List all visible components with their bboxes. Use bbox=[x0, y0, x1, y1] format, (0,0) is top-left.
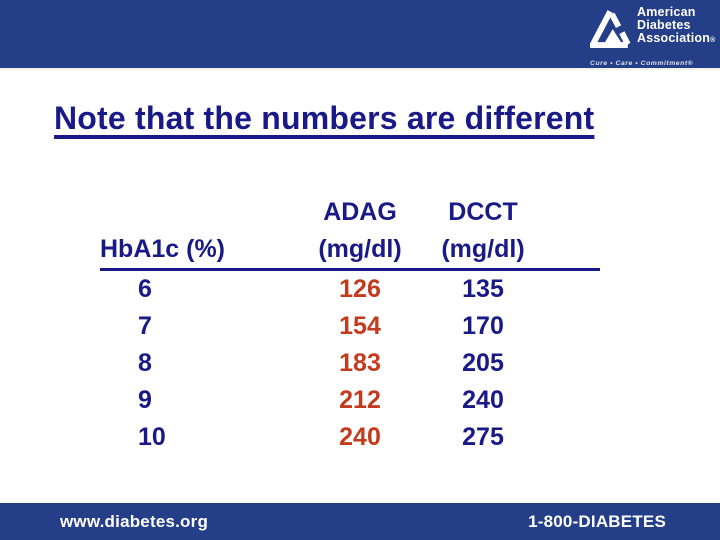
conversion-table: ADAG DCCT HbA1c (%) (mg/dl) (mg/dl) 6 12… bbox=[100, 194, 600, 456]
table-row: 6 126 135 bbox=[100, 271, 600, 308]
ada-triangle-icon bbox=[587, 8, 632, 57]
hba1c-value: 7 bbox=[138, 312, 152, 340]
table-group-header-row: ADAG DCCT bbox=[100, 194, 600, 231]
dcct-value: 240 bbox=[462, 386, 504, 414]
col-header-dcct: DCCT bbox=[448, 198, 518, 226]
col-unit-dcct: (mg/dl) bbox=[441, 235, 525, 263]
hba1c-value: 10 bbox=[138, 423, 166, 451]
logo-line1: American bbox=[637, 5, 696, 19]
phone-text: 1-800-DIABETES bbox=[528, 511, 666, 531]
adag-value: 183 bbox=[339, 349, 381, 377]
col-header-hba1c: HbA1c (%) bbox=[100, 235, 226, 263]
table-row: 10 240 275 bbox=[100, 419, 600, 456]
adag-value: 240 bbox=[339, 423, 381, 451]
ada-logo: American Diabetes Association® Cure • Ca… bbox=[587, 6, 715, 67]
dcct-value: 170 bbox=[462, 312, 504, 340]
ada-tagline: Cure • Care • Commitment® bbox=[590, 60, 694, 67]
dcct-value: 205 bbox=[462, 349, 504, 377]
header-bar: American Diabetes Association® Cure • Ca… bbox=[0, 0, 720, 70]
table-row: 8 183 205 bbox=[100, 345, 600, 382]
footer-bar: www.diabetes.org 1-800-DIABETES bbox=[0, 503, 720, 540]
table-units-header-row: HbA1c (%) (mg/dl) (mg/dl) bbox=[100, 231, 600, 271]
ada-logo-text: American Diabetes Association® bbox=[637, 6, 715, 47]
website-text: www.diabetes.org bbox=[60, 511, 209, 531]
dcct-value: 275 bbox=[462, 423, 504, 451]
adag-value: 126 bbox=[339, 275, 381, 303]
hba1c-value: 8 bbox=[138, 349, 152, 377]
logo-line2: Diabetes bbox=[637, 18, 691, 32]
registered-mark: ® bbox=[710, 37, 716, 44]
table-row: 9 212 240 bbox=[100, 382, 600, 419]
dcct-value: 135 bbox=[462, 275, 504, 303]
hba1c-value: 6 bbox=[138, 275, 152, 303]
col-unit-adag: (mg/dl) bbox=[318, 235, 402, 263]
page-title: Note that the numbers are different bbox=[54, 100, 595, 136]
hba1c-value: 9 bbox=[138, 386, 152, 414]
adag-value: 154 bbox=[339, 312, 381, 340]
table-row: 7 154 170 bbox=[100, 308, 600, 345]
adag-value: 212 bbox=[339, 386, 381, 414]
col-header-adag: ADAG bbox=[323, 198, 397, 226]
logo-line3: Association bbox=[637, 31, 711, 45]
